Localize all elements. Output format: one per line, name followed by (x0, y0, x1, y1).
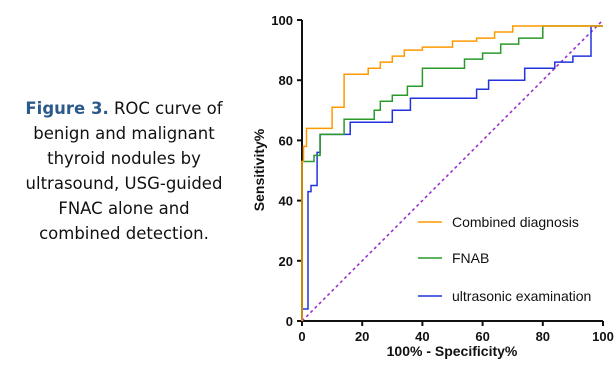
x-tick-label: 80 (536, 329, 550, 344)
y-tick-label: 40 (279, 194, 293, 209)
caption-line-6: combined detection. (39, 224, 209, 243)
x-tick-label: 20 (355, 329, 369, 344)
x-axis-label: 100% - Specificity% (387, 343, 518, 359)
x-tick-label: 60 (475, 329, 489, 344)
legend-label: FNAB (452, 250, 489, 266)
caption-line-2: benign and malignant (33, 124, 215, 143)
x-tick-label: 40 (415, 329, 429, 344)
series-line (301, 25, 603, 321)
series-line (301, 25, 603, 321)
reference-diagonal-line (301, 19, 604, 322)
y-axis-label: Sensitivity% (251, 128, 267, 211)
legend-label: Combined diagnosis (452, 214, 579, 230)
y-tick-label: 80 (279, 73, 293, 88)
legend-label: ultrasonic examination (452, 288, 591, 304)
x-tick-label: 0 (298, 329, 305, 344)
chart-lines (301, 19, 604, 322)
caption-line-5: FNAC alone and (58, 199, 190, 218)
y-tick-label: 60 (279, 133, 293, 148)
chart-legend: Combined diagnosis FNAB ultrasonic examina… (418, 214, 591, 304)
figure-label: Figure 3. (25, 99, 109, 118)
x-tick-label: 100 (592, 329, 614, 344)
figure-caption: Figure 3. ROC curve of benign and malign… (0, 96, 248, 246)
y-tick-label: 0 (286, 314, 293, 329)
caption-line-4: ultrasound, USG-guided (25, 174, 223, 193)
y-tick-label: 100 (271, 13, 293, 28)
caption-line-3: thyroid nodules by (47, 149, 201, 168)
caption-line-1: ROC curve of (113, 99, 223, 118)
series-line (301, 25, 603, 321)
y-tick-label: 20 (279, 254, 293, 269)
